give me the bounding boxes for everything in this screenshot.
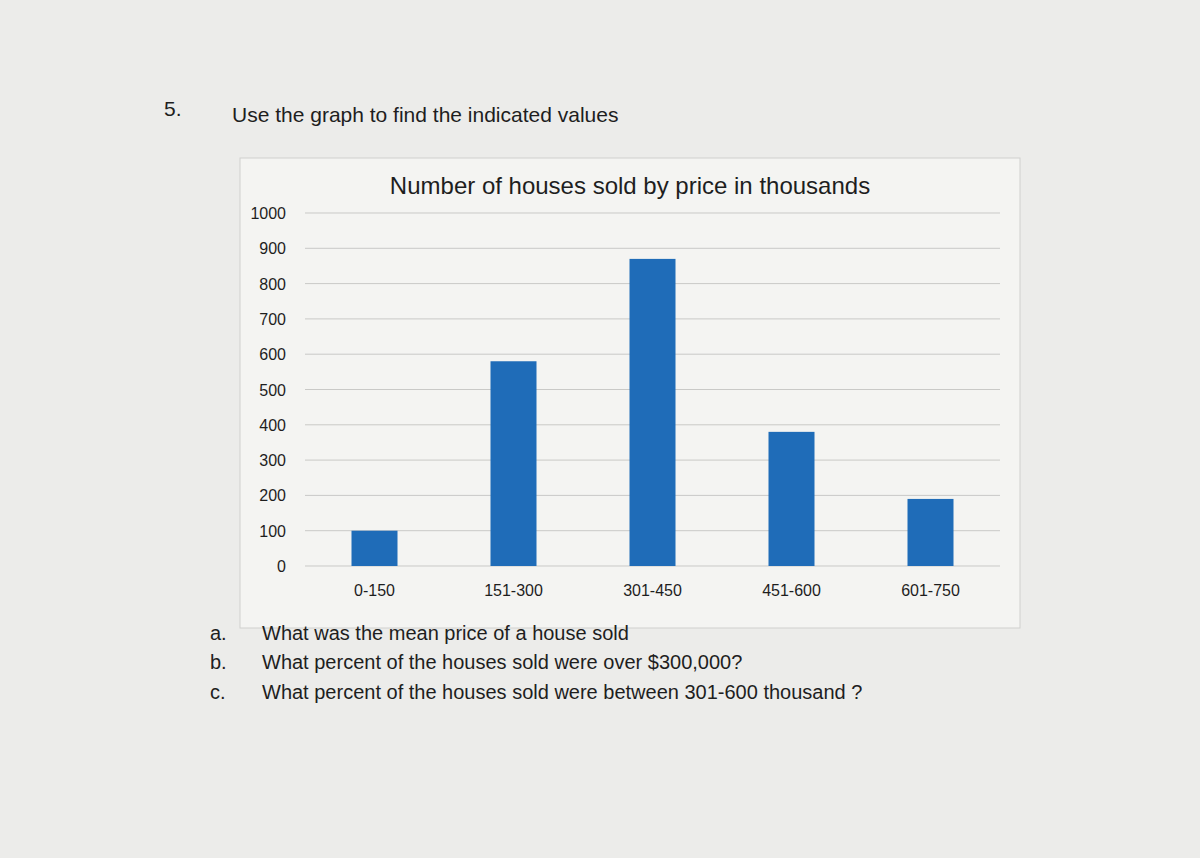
chart-title: Number of houses sold by price in thousa… bbox=[390, 172, 870, 199]
question-label: a. bbox=[210, 622, 227, 644]
page: 5. Use the graph to find the indicated va… bbox=[0, 0, 1200, 858]
y-tick-label: 200 bbox=[259, 487, 286, 504]
bar bbox=[769, 432, 815, 566]
x-tick-label: 151-300 bbox=[484, 582, 543, 599]
x-tick-label: 0-150 bbox=[354, 582, 395, 599]
y-tick-label: 900 bbox=[259, 240, 286, 257]
y-tick-label: 100 bbox=[259, 523, 286, 540]
x-tick-label: 601-750 bbox=[901, 582, 960, 599]
question-label: c. bbox=[210, 681, 226, 703]
instruction: Use the graph to find the indicated valu… bbox=[232, 103, 618, 126]
bar bbox=[630, 259, 676, 566]
y-tick-label: 500 bbox=[259, 382, 286, 399]
question-text: What percent of the houses sold were bet… bbox=[262, 681, 862, 703]
question-text: What percent of the houses sold were ove… bbox=[262, 651, 742, 673]
grid-line bbox=[305, 248, 1000, 249]
bars bbox=[352, 259, 954, 566]
question-label: b. bbox=[210, 651, 227, 673]
y-tick-label: 0 bbox=[277, 558, 286, 575]
grid-line bbox=[305, 213, 1000, 214]
y-tick-label: 700 bbox=[259, 311, 286, 328]
y-tick-label: 400 bbox=[259, 417, 286, 434]
y-tick-label: 1000 bbox=[250, 205, 286, 222]
bar bbox=[908, 499, 954, 566]
question-text: What was the mean price of a house sold bbox=[262, 622, 629, 644]
y-tick-label: 800 bbox=[259, 276, 286, 293]
bar bbox=[491, 361, 537, 566]
y-tick-label: 300 bbox=[259, 452, 286, 469]
x-tick-label: 451-600 bbox=[762, 582, 821, 599]
x-tick-label: 301-450 bbox=[623, 582, 682, 599]
bar bbox=[352, 531, 398, 566]
y-tick-label: 600 bbox=[259, 346, 286, 363]
problem-number: 5. bbox=[164, 97, 182, 120]
chart-frame bbox=[240, 158, 1020, 628]
